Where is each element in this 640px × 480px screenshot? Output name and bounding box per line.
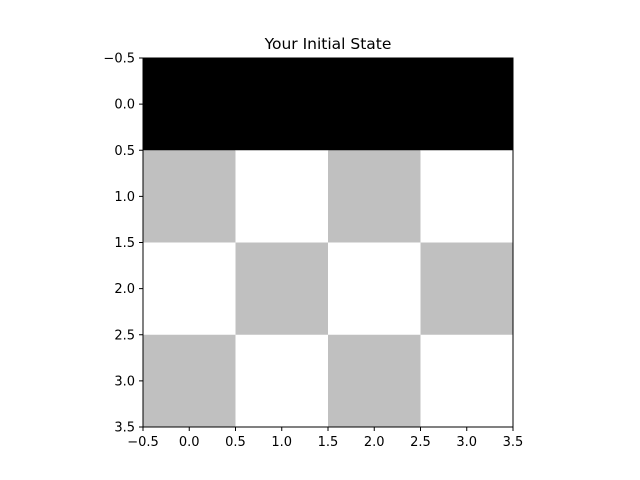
chart-title: Your Initial State [264,35,392,53]
heatmap-cell-r2-c1 [235,242,329,336]
heatmap-cell-r1-c3 [420,150,514,243]
heatmap-cell-r2-c0 [143,242,236,336]
y-tick-label: 1.0 [114,190,135,205]
heatmap-cell-r3-c3 [420,334,514,428]
x-tick-label: −0.5 [127,435,159,450]
heatmap-cells [143,58,514,428]
heatmap-cell-r0-c2 [328,58,421,151]
heatmap-cell-r0-c3 [420,58,514,151]
heatmap-cell-r2-c3 [420,242,514,336]
heatmap-cell-r3-c2 [328,334,421,428]
x-tick-label: 2.5 [410,435,431,450]
y-tick-label: 2.0 [114,282,135,297]
heatmap-cell-r0-c1 [235,58,329,151]
heatmap-cell-r1-c0 [143,150,236,243]
x-tick-label: 0.0 [179,435,200,450]
y-tick-label: 3.0 [114,374,135,389]
x-tick-label: 1.0 [271,435,292,450]
y-tick-label: 1.5 [114,236,135,251]
x-tick-label: 3.5 [503,435,524,450]
heatmap-cell-r3-c1 [235,334,329,428]
y-tick-label: 0.0 [114,98,135,113]
y-tick-label: −0.5 [103,52,135,67]
heatmap-cell-r2-c2 [328,242,421,336]
x-tick-label: 1.5 [318,435,339,450]
x-axis: −0.5 0.0 0.5 1.0 1.5 2.0 2.5 3.0 3.5 [127,427,523,450]
y-tick-label: 3.5 [114,421,135,436]
heatmap-cell-r3-c0 [143,334,236,428]
x-tick-label: 2.0 [364,435,385,450]
y-tick-label: 0.5 [114,144,135,159]
heatmap-cell-r1-c1 [235,150,329,243]
heatmap-cell-r1-c2 [328,150,421,243]
y-tick-label: 2.5 [114,328,135,343]
x-tick-label: 3.0 [456,435,477,450]
heatmap-cell-r0-c0 [143,58,236,151]
x-tick-label: 0.5 [225,435,246,450]
y-axis: −0.5 0.0 0.5 1.0 1.5 2.0 2.5 3.0 3.5 [103,52,143,436]
